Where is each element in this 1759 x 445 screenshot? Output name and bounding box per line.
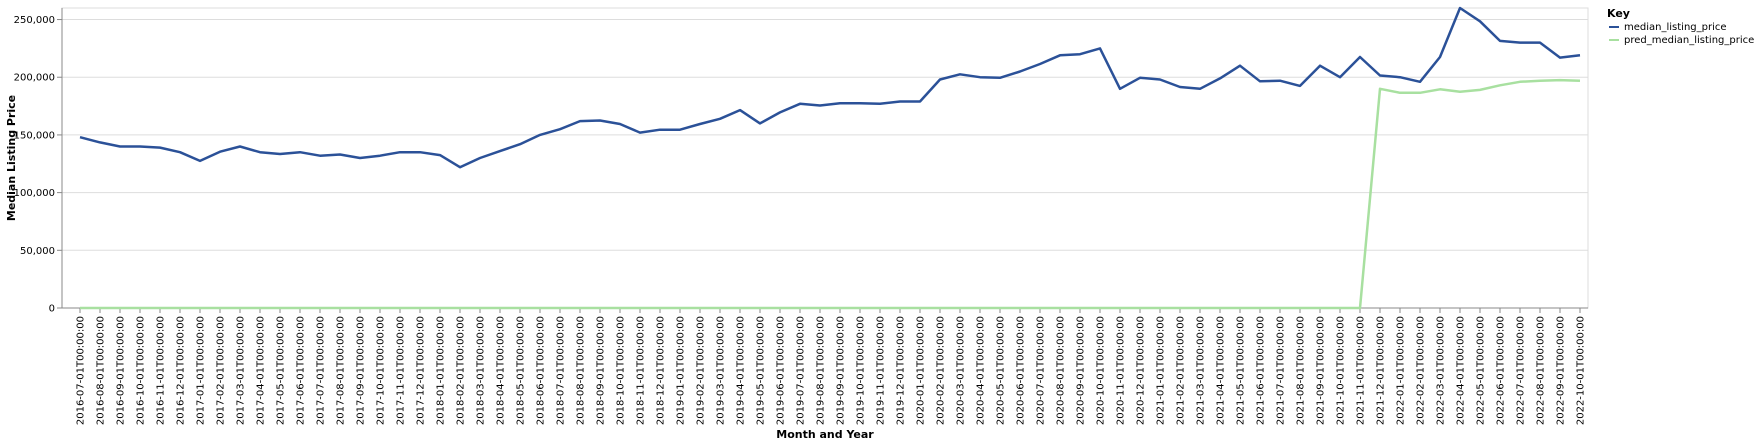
x-tick-label: 2018-06-01T00:00:00 (536, 316, 547, 425)
legend-title: Key (1607, 7, 1630, 20)
x-tick-label: 2017-12-01T00:00:00 (416, 316, 427, 425)
y-tick-label: 100,000 (14, 188, 55, 199)
x-tick-label: 2018-03-01T00:00:00 (476, 316, 487, 425)
x-tick-label: 2020-05-01T00:00:00 (996, 316, 1007, 425)
x-tick-label: 2021-01-01T00:00:00 (1156, 316, 1167, 425)
y-tick-label: 150,000 (14, 130, 55, 141)
x-tick-label: 2021-06-01T00:00:00 (1256, 316, 1267, 425)
x-tick-label: 2018-07-01T00:00:00 (556, 316, 567, 425)
x-tick-label: 2021-04-01T00:00:00 (1216, 316, 1227, 425)
x-tick-label: 2020-02-01T00:00:00 (936, 316, 947, 425)
legend-label: pred_median_listing_price (1624, 35, 1754, 46)
x-tick-label: 2022-05-01T00:00:00 (1476, 316, 1487, 425)
x-tick-label: 2016-12-01T00:00:00 (176, 316, 187, 425)
y-tick-label: 200,000 (14, 73, 55, 84)
x-tick-label: 2017-02-01T00:00:00 (216, 316, 227, 425)
x-tick-label: 2019-07-01T00:00:00 (796, 316, 807, 425)
x-tick-label: 2019-10-01T00:00:00 (856, 316, 867, 425)
x-tick-label: 2019-06-01T00:00:00 (776, 316, 787, 425)
x-tick-label: 2021-02-01T00:00:00 (1176, 316, 1187, 425)
x-tick-label: 2020-10-01T00:00:00 (1096, 316, 1107, 425)
x-axis-title: Month and Year (776, 428, 874, 441)
legend: Key median_listing_price pred_median_list… (1607, 7, 1754, 46)
series-line-pred_median_listing_price (80, 78, 1581, 310)
x-tick-label: 2018-08-01T00:00:00 (576, 316, 587, 425)
x-tick-label: 2016-10-01T00:00:00 (136, 316, 147, 425)
x-tick-label: 2017-04-01T00:00:00 (256, 316, 267, 425)
x-tick-label: 2020-07-01T00:00:00 (1036, 316, 1047, 425)
x-tick-label: 2022-10-01T00:00:00 (1576, 316, 1587, 425)
x-tick-label: 2016-09-01T00:00:00 (116, 316, 127, 425)
x-tick-label: 2022-06-01T00:00:00 (1496, 316, 1507, 425)
x-tick-label: 2016-07-01T00:00:00 (76, 316, 87, 425)
x-tick-label: 2020-09-01T00:00:00 (1076, 316, 1087, 425)
x-tick-label: 2019-09-01T00:00:00 (836, 316, 847, 425)
x-tick-label: 2020-03-01T00:00:00 (956, 316, 967, 425)
x-tick-label: 2018-04-01T00:00:00 (496, 316, 507, 425)
x-tick-label: 2022-01-01T00:00:00 (1396, 316, 1407, 425)
x-tick-label: 2016-11-01T00:00:00 (156, 316, 167, 425)
x-tick-label: 2021-09-01T00:00:00 (1316, 316, 1327, 425)
x-tick-label: 2018-02-01T00:00:00 (456, 316, 467, 425)
y-tick-label: 250,000 (14, 15, 55, 26)
x-tick-label: 2019-05-01T00:00:00 (756, 316, 767, 425)
x-tick-label: 2021-12-01T00:00:00 (1376, 316, 1387, 425)
x-tick-label: 2017-11-01T00:00:00 (396, 316, 407, 425)
x-tick-label: 2020-01-01T00:00:00 (916, 316, 927, 425)
plot-frame (61, 7, 1589, 309)
y-axis-title: Median Listing Price (5, 95, 18, 221)
x-tick-label: 2017-03-01T00:00:00 (236, 316, 247, 425)
x-tick-label: 2018-10-01T00:00:00 (616, 316, 627, 425)
x-tick-label: 2022-08-01T00:00:00 (1536, 316, 1547, 425)
x-tick-label: 2018-01-01T00:00:00 (436, 316, 447, 425)
x-tick-label: 2018-12-01T00:00:00 (656, 316, 667, 425)
grid-layer (61, 7, 1589, 309)
x-tick-label: 2017-05-01T00:00:00 (276, 316, 287, 425)
x-tick-label: 2021-07-01T00:00:00 (1276, 316, 1287, 425)
x-tick-label: 2022-04-01T00:00:00 (1456, 316, 1467, 425)
x-tick-label: 2017-01-01T00:00:00 (196, 316, 207, 425)
x-tick-label: 2021-03-01T00:00:00 (1196, 316, 1207, 425)
x-tick-label: 2019-03-01T00:00:00 (716, 316, 727, 425)
x-tick-label: 2017-08-01T00:00:00 (336, 316, 347, 425)
x-tick-label: 2019-04-01T00:00:00 (736, 316, 747, 425)
axis-layer: 0 50,000 100,000 150,000 200,000 250,000 2016-… (14, 8, 1588, 425)
x-tick-label: 2019-01-01T00:00:00 (676, 316, 687, 425)
series-line-median_listing_price (79, 6, 1581, 169)
x-tick-label: 2022-03-01T00:00:00 (1436, 316, 1447, 425)
x-tick-label: 2018-05-01T00:00:00 (516, 316, 527, 425)
x-tick-label: 2020-11-01T00:00:00 (1116, 316, 1127, 425)
y-tick-label: 50,000 (20, 246, 55, 257)
x-tick-label: 2021-10-01T00:00:00 (1336, 316, 1347, 425)
x-tick-label: 2017-10-01T00:00:00 (376, 316, 387, 425)
x-tick-label: 2020-12-01T00:00:00 (1136, 316, 1147, 425)
x-tick-label: 2020-08-01T00:00:00 (1056, 316, 1067, 425)
series-layer (79, 6, 1581, 310)
x-tick-label: 2020-04-01T00:00:00 (976, 316, 987, 425)
x-tick-label: 2019-02-01T00:00:00 (696, 316, 707, 425)
legend-label: median_listing_price (1624, 22, 1727, 33)
x-tick-label: 2022-07-01T00:00:00 (1516, 316, 1527, 425)
x-tick-label: 2021-11-01T00:00:00 (1356, 316, 1367, 425)
x-tick-label: 2017-07-01T00:00:00 (316, 316, 327, 425)
x-tick-label: 2016-08-01T00:00:00 (96, 316, 107, 425)
x-tick-label: 2021-08-01T00:00:00 (1296, 316, 1307, 425)
x-tick-label: 2017-09-01T00:00:00 (356, 316, 367, 425)
x-tick-label: 2018-09-01T00:00:00 (596, 316, 607, 425)
x-tick-label: 2022-02-01T00:00:00 (1416, 316, 1427, 425)
x-tick-label: 2022-09-01T00:00:00 (1556, 316, 1567, 425)
x-tick-label: 2021-05-01T00:00:00 (1236, 316, 1247, 425)
x-tick-label: 2019-08-01T00:00:00 (816, 316, 827, 425)
x-tick-label: 2017-06-01T00:00:00 (296, 316, 307, 425)
x-tick-label: 2019-12-01T00:00:00 (896, 316, 907, 425)
y-tick-label: 0 (49, 304, 55, 315)
x-tick-label: 2018-11-01T00:00:00 (636, 316, 647, 425)
x-tick-label: 2019-11-01T00:00:00 (876, 316, 887, 425)
x-tick-label: 2020-06-01T00:00:00 (1016, 316, 1027, 425)
